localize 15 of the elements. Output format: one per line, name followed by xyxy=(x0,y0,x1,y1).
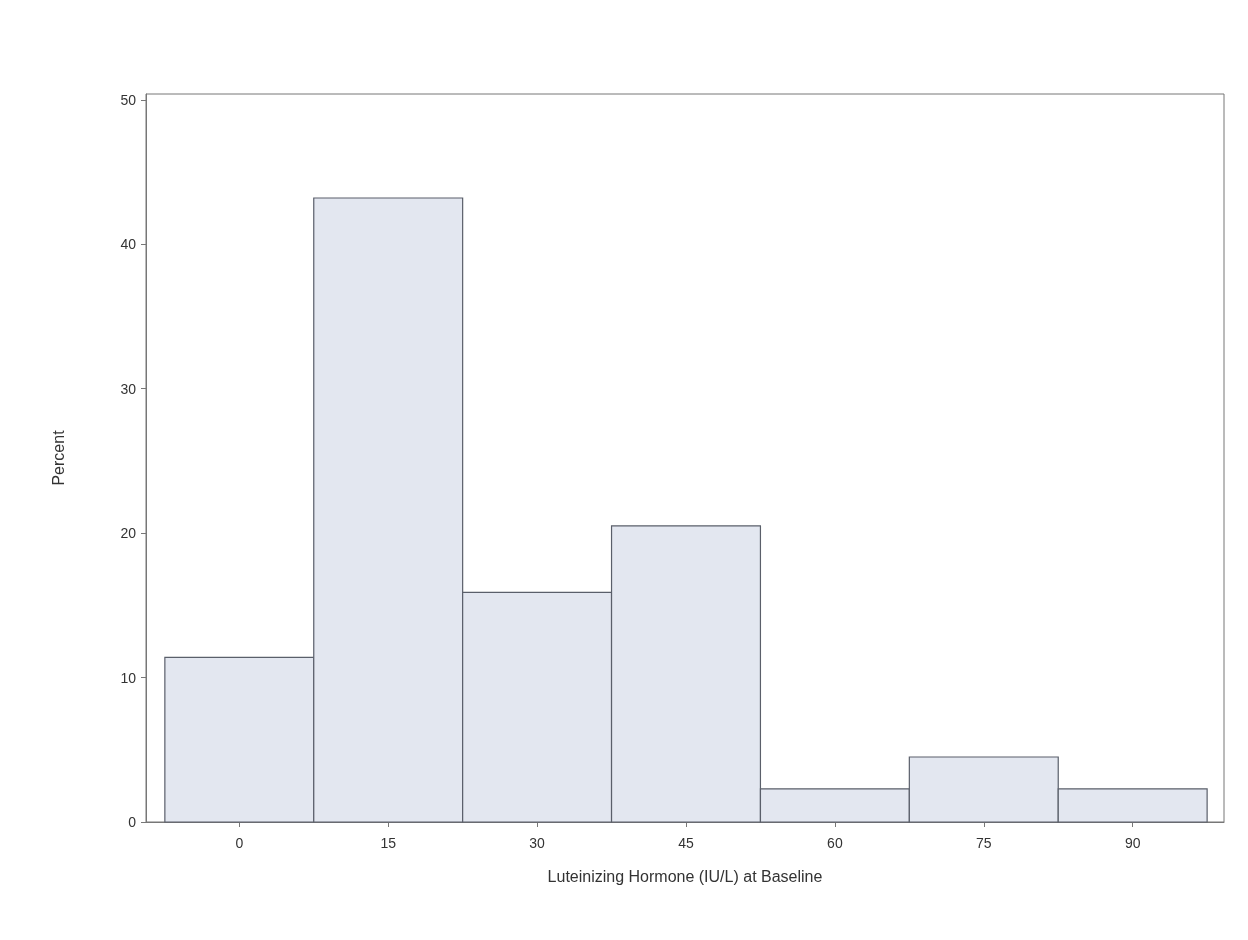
y-tick-label: 10 xyxy=(120,669,137,686)
x-tick-label: 15 xyxy=(380,835,397,851)
x-tick-label: 0 xyxy=(235,835,244,851)
y-tick-label: 50 xyxy=(120,91,137,108)
x-tick-label: 45 xyxy=(678,835,694,851)
y-tick-label: 20 xyxy=(120,525,137,542)
x-tick-label: 90 xyxy=(1124,835,1141,851)
x-axis-title: Luteinizing Hormone (IU/L) at Baseline xyxy=(547,867,823,885)
y-tick-label: 30 xyxy=(120,380,137,397)
x-tick-label: 60 xyxy=(827,835,843,851)
y-axis-title: Percent xyxy=(49,429,67,486)
y-tick-label: 40 xyxy=(120,236,137,253)
y-tick-label: 0 xyxy=(128,814,137,830)
x-tick-label: 75 xyxy=(975,835,992,851)
x-tick-label: 30 xyxy=(529,835,546,851)
